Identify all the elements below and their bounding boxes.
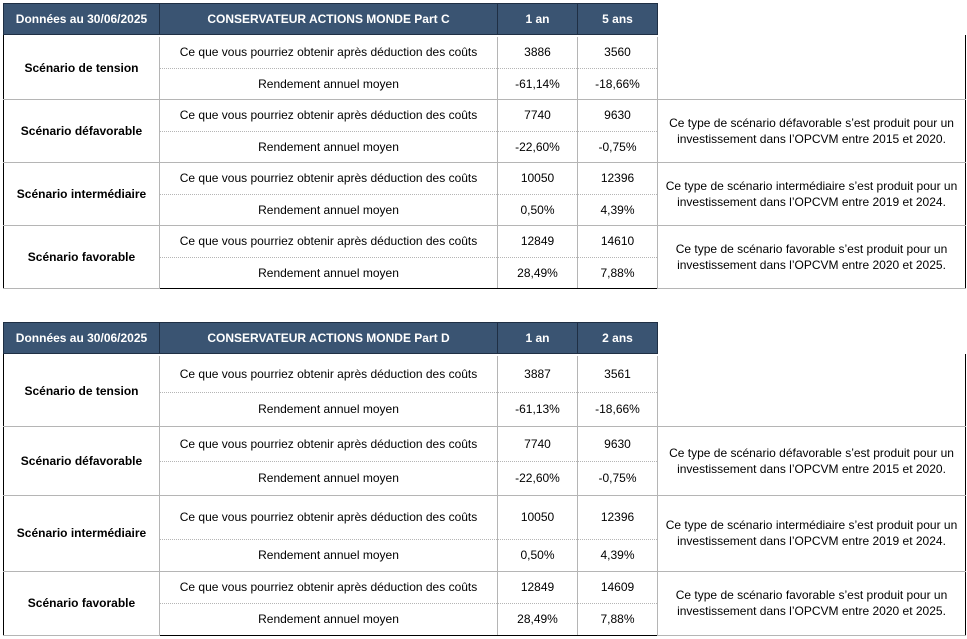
return-period-2: -0,75% (577, 131, 658, 163)
return-label: Rendement annuel moyen (159, 131, 498, 163)
amount-period-1: 12849 (497, 225, 578, 258)
scenario-label: Scénario intermédiaire (3, 162, 160, 226)
return-period-2: -0,75% (577, 461, 658, 496)
header-period-2: 2 ans (577, 322, 658, 354)
amount-label: Ce que vous pourriez obtenir après déduc… (159, 37, 498, 69)
scenario-comment: Ce type de scénario favorable s’est prod… (657, 571, 966, 636)
amount-period-2: 14609 (577, 571, 658, 604)
scenario-comment: Ce type de scénario intermédiaire s’est … (657, 162, 966, 226)
return-label: Rendement annuel moyen (159, 68, 498, 100)
scenario-comment: Ce type de scénario défavorable s’est pr… (657, 99, 966, 163)
return-label: Rendement annuel moyen (159, 392, 498, 427)
header-fund: CONSERVATEUR ACTIONS MONDE Part D (159, 322, 498, 354)
amount-period-1: 12849 (497, 571, 578, 604)
scenario-label: Scénario favorable (3, 225, 160, 289)
scenario-label: Scénario défavorable (3, 99, 160, 163)
scenario-comment (657, 37, 966, 100)
return-period-1: -22,60% (497, 131, 578, 163)
scenario-label: Scénario intermédiaire (3, 495, 160, 572)
return-period-2: -18,66% (577, 392, 658, 427)
amount-period-2: 3560 (577, 37, 658, 69)
return-period-2: -18,66% (577, 68, 658, 100)
return-label: Rendement annuel moyen (159, 603, 498, 636)
return-period-1: -61,13% (497, 392, 578, 427)
amount-period-1: 10050 (497, 495, 578, 540)
amount-period-2: 9630 (577, 426, 658, 462)
amount-label: Ce que vous pourriez obtenir après déduc… (159, 162, 498, 195)
amount-period-2: 12396 (577, 162, 658, 195)
amount-period-1: 7740 (497, 426, 578, 462)
amount-label: Ce que vous pourriez obtenir après déduc… (159, 225, 498, 258)
amount-label: Ce que vous pourriez obtenir après déduc… (159, 495, 498, 540)
amount-period-1: 3887 (497, 356, 578, 393)
header-blank (658, 323, 966, 354)
performance-table-part-c: Données au 30/06/2025 CONSERVATEUR ACTIO… (3, 3, 966, 289)
amount-label: Ce que vous pourriez obtenir après déduc… (159, 356, 498, 393)
amount-period-2: 12396 (577, 495, 658, 540)
header-fund: CONSERVATEUR ACTIONS MONDE Part C (159, 3, 498, 35)
amount-period-2: 14610 (577, 225, 658, 258)
scenario-comment: Ce type de scénario favorable s’est prod… (657, 225, 966, 289)
scenario-comment: Ce type de scénario intermédiaire s’est … (657, 495, 966, 572)
return-label: Rendement annuel moyen (159, 539, 498, 572)
scenario-label: Scénario favorable (3, 571, 160, 636)
scenario-label: Scénario de tension (3, 37, 160, 100)
return-period-2: 7,88% (577, 603, 658, 636)
performance-table-part-d: Données au 30/06/2025 CONSERVATEUR ACTIO… (3, 322, 966, 636)
amount-label: Ce que vous pourriez obtenir après déduc… (159, 99, 498, 132)
amount-period-1: 7740 (497, 99, 578, 132)
header-blank (658, 4, 966, 35)
return-label: Rendement annuel moyen (159, 461, 498, 496)
return-period-1: 28,49% (497, 257, 578, 289)
amount-label: Ce que vous pourriez obtenir après déduc… (159, 571, 498, 604)
return-period-2: 4,39% (577, 194, 658, 226)
header-period-2: 5 ans (577, 3, 658, 35)
amount-period-1: 10050 (497, 162, 578, 195)
scenario-label: Scénario défavorable (3, 426, 160, 496)
amount-label: Ce que vous pourriez obtenir après déduc… (159, 426, 498, 462)
return-label: Rendement annuel moyen (159, 194, 498, 226)
return-period-1: -22,60% (497, 461, 578, 496)
return-period-1: 0,50% (497, 539, 578, 572)
return-period-1: -61,14% (497, 68, 578, 100)
scenario-comment: Ce type de scénario défavorable s’est pr… (657, 426, 966, 496)
scenario-label: Scénario de tension (3, 356, 160, 427)
amount-period-1: 3886 (497, 37, 578, 69)
scenario-comment (657, 356, 966, 427)
return-label: Rendement annuel moyen (159, 257, 498, 289)
header-period-1: 1 an (497, 322, 578, 354)
return-period-2: 4,39% (577, 539, 658, 572)
amount-period-2: 3561 (577, 356, 658, 393)
header-date: Données au 30/06/2025 (3, 322, 160, 354)
return-period-1: 0,50% (497, 194, 578, 226)
header-period-1: 1 an (497, 3, 578, 35)
return-period-2: 7,88% (577, 257, 658, 289)
amount-period-2: 9630 (577, 99, 658, 132)
header-date: Données au 30/06/2025 (3, 3, 160, 35)
return-period-1: 28,49% (497, 603, 578, 636)
